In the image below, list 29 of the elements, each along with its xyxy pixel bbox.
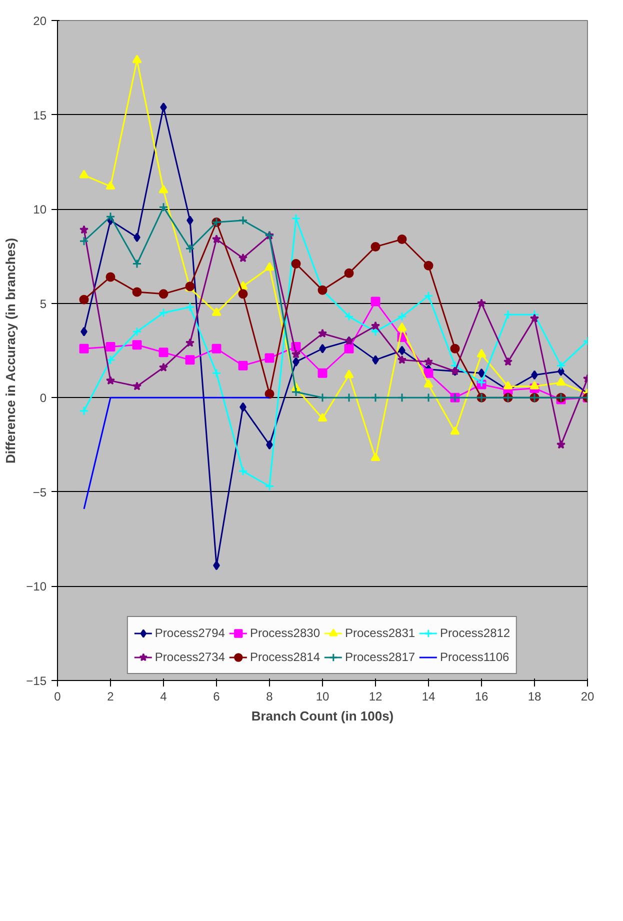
legend-label: Process2814 <box>250 650 320 664</box>
legend-label: Process2794 <box>154 626 225 640</box>
y-tick-label: 5 <box>40 296 47 311</box>
legend-label: Process1106 <box>440 650 510 664</box>
y-tick-label: −5 <box>32 485 47 500</box>
y-tick-label: 0 <box>40 391 47 406</box>
x-axis-title: Branch Count (in 100s) <box>251 708 394 724</box>
x-tick-label: 4 <box>160 690 168 704</box>
legend-label: Process2817 <box>345 650 416 664</box>
x-tick-label: 0 <box>54 690 62 704</box>
x-tick-label: 16 <box>474 690 488 704</box>
y-tick-label: 15 <box>33 108 47 122</box>
x-tick-label: 14 <box>422 690 436 704</box>
x-tick-label: 2 <box>107 690 114 704</box>
y-tick-label: 20 <box>33 14 47 28</box>
legend-label: Process2734 <box>154 650 225 664</box>
legend-label: Process2812 <box>440 626 510 640</box>
x-tick-label: 8 <box>266 690 274 704</box>
legend-label: Process2830 <box>250 626 320 640</box>
legend-label: Process2831 <box>345 626 416 640</box>
y-tick-label: 10 <box>33 202 47 217</box>
y-tick-label: −15 <box>26 674 47 688</box>
x-tick-label: 6 <box>213 690 220 704</box>
x-tick-label: 10 <box>316 690 330 704</box>
y-tick-label: −10 <box>26 580 47 594</box>
x-tick-label: 18 <box>528 690 542 704</box>
x-tick-label: 20 <box>580 690 594 704</box>
x-tick-label: 12 <box>368 690 382 704</box>
y-axis-title: Difference in Accuracy (in branches) <box>3 238 18 464</box>
